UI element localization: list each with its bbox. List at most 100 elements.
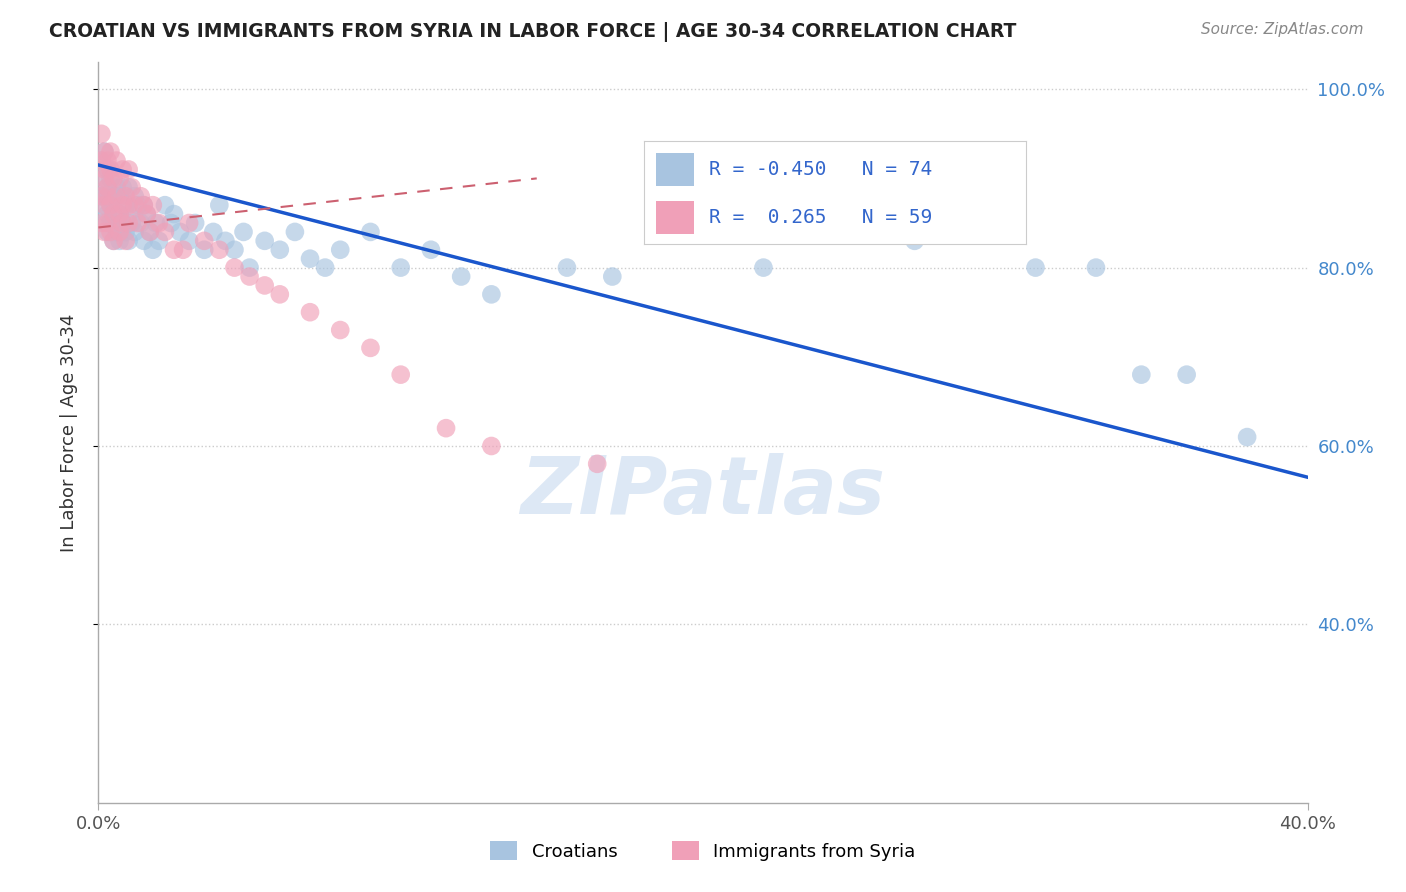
Point [481, 287, 503, 301]
Point [127, 216, 149, 230]
Text: R =  0.265   N = 59: R = 0.265 N = 59 [709, 208, 932, 227]
Point [139, 225, 162, 239]
Point [555, 260, 578, 275]
Point [129, 189, 152, 203]
Point [145, 216, 167, 230]
Point [239, 269, 262, 284]
Point [208, 243, 231, 257]
Point [602, 269, 624, 284]
Point [179, 216, 201, 230]
Point [111, 180, 134, 194]
Point [93, 216, 115, 230]
Point [108, 207, 131, 221]
Point [752, 260, 775, 275]
Point [96, 216, 118, 230]
Point [214, 234, 236, 248]
Point [299, 305, 322, 319]
Point [135, 207, 157, 221]
Point [420, 243, 443, 257]
Point [100, 198, 122, 212]
Point [93, 171, 115, 186]
Point [108, 234, 131, 248]
Point [111, 198, 134, 212]
Point [148, 234, 170, 248]
Point [103, 207, 125, 221]
Point [93, 225, 115, 239]
Point [114, 225, 136, 239]
Point [124, 198, 146, 212]
Point [118, 162, 141, 177]
Point [284, 225, 307, 239]
Point [105, 180, 128, 194]
Point [121, 216, 143, 230]
Point [105, 153, 128, 168]
Point [139, 225, 162, 239]
Point [103, 189, 125, 203]
Point [163, 207, 186, 221]
Point [148, 216, 170, 230]
Point [108, 189, 131, 203]
Point [142, 198, 165, 212]
Point [93, 189, 115, 203]
Point [90, 153, 112, 168]
Point [329, 323, 352, 337]
Point [93, 198, 115, 212]
Point [253, 234, 276, 248]
Point [93, 145, 115, 159]
Point [90, 127, 112, 141]
Point [100, 162, 122, 177]
Point [118, 180, 141, 194]
Legend: Croatians, Immigrants from Syria: Croatians, Immigrants from Syria [484, 834, 922, 868]
Point [389, 260, 412, 275]
Point [1175, 368, 1198, 382]
Point [232, 225, 254, 239]
Point [118, 207, 141, 221]
Point [121, 180, 143, 194]
Point [96, 207, 118, 221]
Point [96, 180, 118, 194]
Point [329, 243, 352, 257]
Point [118, 198, 141, 212]
Point [118, 216, 141, 230]
Point [105, 189, 128, 203]
Point [124, 225, 146, 239]
Point [93, 145, 115, 159]
Point [153, 225, 176, 239]
Point [269, 243, 291, 257]
Point [202, 225, 225, 239]
Point [224, 260, 246, 275]
Point [1024, 260, 1046, 275]
Point [103, 207, 125, 221]
Point [100, 171, 122, 186]
Point [172, 243, 194, 257]
Point [299, 252, 322, 266]
Point [103, 234, 125, 248]
Point [90, 216, 112, 230]
Point [193, 243, 215, 257]
Point [100, 198, 122, 212]
Point [90, 198, 112, 212]
Point [114, 234, 136, 248]
Point [132, 234, 155, 248]
Point [239, 260, 262, 275]
Point [135, 207, 157, 221]
Point [208, 198, 231, 212]
Point [108, 171, 131, 186]
Point [93, 162, 115, 177]
Point [224, 243, 246, 257]
Point [450, 269, 472, 284]
Point [179, 234, 201, 248]
Point [124, 189, 146, 203]
Point [163, 243, 186, 257]
Point [111, 216, 134, 230]
Point [904, 234, 927, 248]
Point [100, 145, 122, 159]
Text: CROATIAN VS IMMIGRANTS FROM SYRIA IN LABOR FORCE | AGE 30-34 CORRELATION CHART: CROATIAN VS IMMIGRANTS FROM SYRIA IN LAB… [49, 22, 1017, 42]
Point [193, 234, 215, 248]
Point [103, 234, 125, 248]
Point [105, 225, 128, 239]
Y-axis label: In Labor Force | Age 30-34: In Labor Force | Age 30-34 [59, 313, 77, 552]
Text: ZIPatlas: ZIPatlas [520, 453, 886, 531]
Point [103, 171, 125, 186]
Point [132, 198, 155, 212]
